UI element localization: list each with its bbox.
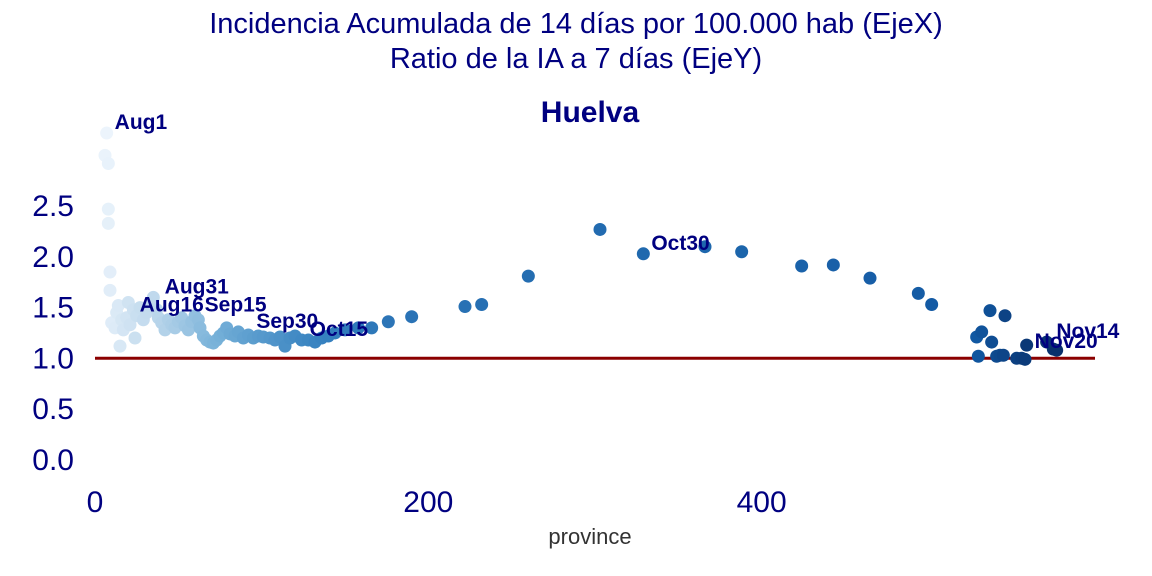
- data-point: [983, 304, 997, 318]
- data-point: [146, 290, 160, 304]
- data-point: [475, 298, 489, 312]
- data-point: [351, 321, 365, 335]
- data-point: [1018, 352, 1032, 366]
- data-point: [1020, 338, 1034, 352]
- y-tick-label: 0.5: [32, 393, 74, 426]
- data-point: [521, 269, 535, 283]
- data-point: [996, 348, 1010, 362]
- data-point: [338, 323, 352, 337]
- x-axis: 0 200 400: [87, 486, 787, 519]
- y-tick-label: 1.0: [32, 342, 74, 375]
- data-point: [735, 245, 749, 259]
- data-point: [975, 325, 989, 339]
- data-point: [863, 271, 877, 285]
- data-point: [795, 259, 809, 273]
- x-axis-label: province: [548, 524, 632, 549]
- figure-title-line2: Ratio de la IA a 7 días (EjeY): [389, 43, 763, 75]
- point-label: Aug16: [140, 294, 204, 317]
- data-point: [101, 156, 115, 170]
- x-tick-label: 200: [403, 486, 453, 519]
- data-point: [101, 216, 115, 230]
- point-label: Aug31: [165, 275, 230, 298]
- point-label: Sep15: [205, 294, 267, 317]
- point-label: Nov20: [1035, 330, 1098, 353]
- data-point: [103, 283, 117, 297]
- y-tick-label: 1.5: [32, 292, 74, 325]
- point-label: Aug1: [115, 111, 168, 134]
- data-point: [381, 315, 395, 329]
- y-tick-label: 2.0: [32, 241, 74, 274]
- data-point: [101, 202, 115, 216]
- y-tick-label: 2.5: [32, 190, 74, 223]
- data-point: [998, 309, 1012, 323]
- data-point: [826, 258, 840, 272]
- data-point: [458, 300, 472, 314]
- data-point: [100, 126, 114, 140]
- x-tick-label: 400: [737, 486, 787, 519]
- point-label: Nov14: [1056, 320, 1119, 343]
- data-point: [328, 326, 342, 340]
- x-tick-label: 0: [87, 486, 104, 519]
- data-point: [985, 335, 999, 349]
- point-label: Oct30: [651, 232, 709, 255]
- data-point: [103, 265, 117, 279]
- data-point: [128, 331, 142, 345]
- data-point: [971, 349, 985, 363]
- data-point: [111, 299, 125, 313]
- data-point: [911, 286, 925, 300]
- data-point: [405, 310, 419, 324]
- y-tick-label: 0.0: [32, 444, 74, 477]
- data-point: [636, 247, 650, 261]
- data-point: [365, 321, 379, 335]
- data-point: [1050, 343, 1064, 357]
- y-axis: 0.0 0.5 1.0 1.5 2.0 2.5: [32, 190, 74, 477]
- data-point: [925, 298, 939, 312]
- point-label: Oct15: [310, 318, 369, 341]
- figure-title-line1: Incidencia Acumulada de 14 días por 100.…: [209, 8, 943, 40]
- data-points: [98, 126, 1064, 366]
- data-point: [593, 222, 607, 236]
- chart-title: Huelva: [540, 96, 640, 129]
- data-point: [698, 240, 712, 254]
- data-point: [123, 318, 137, 332]
- data-point: [113, 339, 127, 353]
- point-label: Sep30: [256, 310, 318, 333]
